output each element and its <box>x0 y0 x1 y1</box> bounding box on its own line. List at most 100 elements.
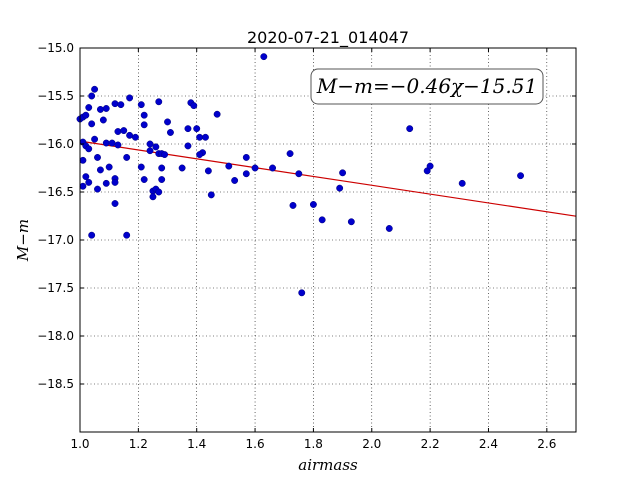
data-point <box>251 164 259 172</box>
y-tick-label: −17.0 <box>37 233 74 247</box>
data-point <box>111 178 119 186</box>
data-point <box>91 135 99 143</box>
data-point <box>339 169 347 177</box>
data-point <box>137 101 145 109</box>
data-point <box>102 105 110 112</box>
data-point <box>79 182 87 190</box>
data-point <box>149 193 157 201</box>
data-point <box>146 140 154 148</box>
data-point <box>458 179 466 187</box>
data-point <box>105 163 113 171</box>
x-tick-label: 1.4 <box>187 437 206 451</box>
data-point <box>158 176 166 183</box>
data-point <box>114 128 122 135</box>
data-point <box>231 177 239 184</box>
y-axis-label: M−m <box>14 219 32 262</box>
data-point <box>164 118 171 126</box>
data-point <box>123 231 131 239</box>
x-tick-label: 1.6 <box>246 437 265 451</box>
data-point <box>99 116 107 124</box>
data-point <box>286 150 294 158</box>
data-point <box>269 164 277 172</box>
data-point <box>114 141 122 149</box>
data-point <box>207 191 215 199</box>
x-tick-label: 1.0 <box>70 437 89 451</box>
data-point <box>85 104 93 111</box>
y-tick-label: −16.0 <box>37 137 74 151</box>
data-point <box>213 110 221 118</box>
data-point <box>96 105 104 113</box>
data-point <box>196 133 204 141</box>
chart-title: 2020-07-21_014047 <box>247 28 409 48</box>
data-point <box>426 162 434 170</box>
data-point <box>111 200 119 207</box>
data-point <box>155 98 163 106</box>
axis-ticks: 1.0 1.2 1.4 1.6 1.8 2.0 2.2 2.4 2.6 −15.0 −15.5 −16… <box>37 41 576 451</box>
data-point <box>117 101 125 109</box>
data-point <box>82 111 90 119</box>
y-tick-label: −17.5 <box>37 281 74 295</box>
data-point <box>108 139 116 147</box>
data-point <box>225 162 233 170</box>
data-point <box>123 153 131 161</box>
data-point <box>155 188 163 196</box>
data-point <box>336 184 344 192</box>
data-point <box>298 289 306 297</box>
data-point <box>88 231 96 239</box>
data-point <box>158 164 166 172</box>
data-point <box>79 156 87 164</box>
data-point <box>120 127 128 135</box>
data-point <box>85 178 93 186</box>
data-point <box>347 218 355 226</box>
data-point <box>94 185 101 193</box>
data-point <box>88 120 96 128</box>
y-tick-label: −15.0 <box>37 41 74 55</box>
data-point <box>260 53 268 61</box>
data-point <box>517 172 525 180</box>
data-point <box>289 201 297 209</box>
x-tick-label: 2.2 <box>421 437 440 451</box>
y-tick-label: −15.5 <box>37 89 74 103</box>
data-point <box>161 151 169 159</box>
data-point <box>137 163 145 171</box>
data-point <box>196 151 204 159</box>
data-point <box>96 166 104 174</box>
data-point <box>140 111 148 119</box>
data-point <box>94 153 101 161</box>
y-tick-label: −16.5 <box>37 185 74 199</box>
data-point <box>146 147 154 155</box>
data-point <box>184 125 192 133</box>
data-point <box>295 170 303 178</box>
data-point <box>140 121 148 129</box>
data-point <box>242 170 250 178</box>
data-point <box>202 133 209 141</box>
data-point <box>178 164 186 172</box>
x-axis-label: airmass <box>298 456 358 474</box>
data-point <box>126 131 134 139</box>
data-point <box>385 225 393 232</box>
data-point <box>126 94 134 102</box>
data-point <box>166 129 174 136</box>
annotation-text: M−m=−0.46χ−15.51 <box>316 74 537 98</box>
y-tick-label: −18.5 <box>37 377 74 391</box>
fit-annotation: M−m=−0.46χ−15.51 <box>310 68 544 105</box>
data-points <box>76 53 525 297</box>
data-point <box>88 92 96 100</box>
data-point <box>193 125 201 133</box>
data-point <box>82 173 90 181</box>
x-tick-label: 1.2 <box>129 437 148 451</box>
data-point <box>102 179 110 187</box>
data-point <box>91 85 99 93</box>
data-point <box>102 139 110 147</box>
data-point <box>242 153 250 161</box>
data-point <box>131 133 139 141</box>
data-point <box>140 176 148 183</box>
x-tick-label: 2.0 <box>362 437 381 451</box>
data-point <box>204 167 212 175</box>
data-point <box>152 143 160 151</box>
annotation-box <box>310 68 544 105</box>
data-point <box>85 145 93 153</box>
data-point <box>309 201 317 208</box>
y-tick-label: −18.0 <box>37 329 74 343</box>
